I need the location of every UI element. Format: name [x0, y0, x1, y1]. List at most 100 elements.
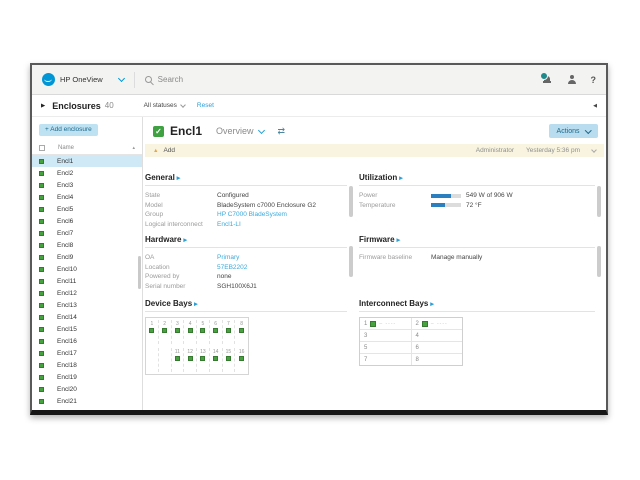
device-bay[interactable]: 8 [235, 320, 248, 344]
right-column-scrollbar[interactable] [597, 246, 601, 277]
device-bay[interactable]: 16 [235, 348, 248, 372]
list-item[interactable]: Encl15 [32, 323, 142, 335]
status-ok-icon [225, 356, 231, 361]
list-item[interactable]: Encl4 [32, 191, 142, 203]
status-ok-icon [213, 328, 219, 333]
list-item[interactable]: Encl12 [32, 287, 142, 299]
interconnect-bay[interactable]: 8 [410, 354, 463, 365]
list-item[interactable]: Encl14 [32, 311, 142, 323]
device-bays-section-title[interactable]: Device Bays ▸ [145, 299, 347, 312]
status-ok-icon [225, 328, 231, 333]
status-ok-icon [39, 158, 44, 164]
general-section-title[interactable]: General ▸ [145, 173, 347, 186]
right-column-scrollbar[interactable] [597, 186, 601, 217]
list-item[interactable]: Encl21 [32, 395, 142, 407]
detail-label: State [145, 192, 161, 199]
expand-panel-icon[interactable]: ▶ [41, 102, 46, 109]
interconnect-bay[interactable]: 4 [410, 330, 463, 341]
device-bay[interactable]: 14 [210, 348, 223, 372]
actions-button[interactable]: Actions [548, 124, 598, 138]
sidebar-scrollbar[interactable] [138, 256, 141, 289]
list-item[interactable]: Encl5 [32, 203, 142, 215]
status-ok-icon [39, 218, 44, 224]
device-bay[interactable] [159, 348, 172, 372]
help-icon[interactable]: ? [590, 74, 597, 85]
section-link-arrow-icon: ▸ [430, 301, 434, 308]
list-item[interactable]: Encl18 [32, 359, 142, 371]
alerts-bell-icon[interactable] [539, 71, 553, 85]
left-column-scrollbar[interactable] [349, 186, 353, 217]
detail-label: Model [145, 201, 163, 209]
activity-toggle-icon[interactable]: ⇄ [277, 125, 286, 136]
list-item[interactable]: Encl13 [32, 299, 142, 311]
search-input[interactable]: Search [157, 75, 184, 84]
detail-link[interactable]: HP C7000 BladeSystem [217, 211, 287, 218]
collapse-right-panel-icon[interactable]: ◀ [593, 102, 597, 109]
user-account-icon[interactable] [567, 75, 577, 84]
add-enclosure-button[interactable]: + Add enclosure [39, 124, 98, 136]
list-header: Name ▴ [32, 141, 142, 155]
bay-number: 5 [201, 321, 205, 327]
list-item[interactable]: Encl20 [32, 383, 142, 395]
status-ok-icon [239, 328, 245, 333]
enclosure-name: Encl4 [57, 193, 74, 201]
device-bay[interactable]: 4 [184, 320, 197, 344]
list-item[interactable]: Encl2 [32, 167, 142, 179]
list-item[interactable]: Encl11 [32, 275, 142, 287]
left-column-scrollbar[interactable] [349, 246, 353, 277]
device-bay[interactable]: 5 [197, 320, 210, 344]
status-filter-dropdown[interactable]: All statuses [144, 101, 186, 109]
device-bay[interactable]: 3 [172, 320, 185, 344]
hardware-section-title[interactable]: Hardware ▸ [145, 235, 347, 248]
detail-link[interactable]: 57EB2202 [217, 263, 248, 271]
list-item[interactable]: Encl10 [32, 263, 142, 275]
status-ok-icon [200, 328, 206, 333]
section-link-arrow-icon: ▸ [399, 175, 403, 182]
device-bay[interactable]: 1 [146, 320, 159, 344]
sort-asc-icon[interactable]: ▴ [132, 144, 135, 151]
status-ok-icon [239, 356, 245, 361]
device-bays-section: Device Bays ▸ 1 2 3 4 5 6 7 8 11 12 13 14 15 16 [145, 299, 347, 375]
list-item[interactable]: Encl19 [32, 371, 142, 383]
reset-filter-link[interactable]: Reset [196, 102, 214, 109]
status-ok-icon [39, 302, 44, 308]
device-bay[interactable]: 6 [210, 320, 223, 344]
list-item[interactable]: Encl7 [32, 227, 142, 239]
device-bay[interactable]: 11 [172, 348, 185, 372]
device-bay[interactable]: 13 [197, 348, 210, 372]
status-ok-icon [39, 206, 44, 212]
device-bay[interactable]: 12 [184, 348, 197, 372]
firmware-section-title[interactable]: Firmware ▸ [359, 235, 595, 248]
enclosure-list: Encl1 Encl2 Encl3 Encl4 Encl5 Encl6 Encl7 Encl8… [32, 155, 142, 407]
list-item[interactable]: Encl17 [32, 347, 142, 359]
interconnect-bay[interactable]: 7 [360, 354, 411, 365]
list-item[interactable]: Encl6 [32, 215, 142, 227]
device-bay[interactable]: 15 [223, 348, 236, 372]
utilization-value: 549 W of 906 W [466, 192, 513, 200]
interconnect-bay[interactable]: 5 [360, 342, 411, 353]
list-item[interactable]: Encl9 [32, 251, 142, 263]
interconnect-bay[interactable]: 6 [410, 342, 463, 353]
detail-value: Configured [217, 192, 249, 199]
interconnect-bays-section-title[interactable]: Interconnect Bays ▸ [359, 299, 595, 312]
activity-time: Yesterday 5:36 pm [526, 147, 580, 154]
main-menu-chevron-down-icon[interactable] [117, 74, 125, 83]
activity-banner[interactable]: ▲ Add Administrator Yesterday 5:36 pm [145, 144, 604, 157]
interconnect-bay[interactable]: 1 – ---- [360, 318, 411, 329]
detail-link[interactable]: Encl1-LI [217, 220, 241, 228]
detail-link[interactable]: Primary [217, 254, 240, 261]
bay-number: 2 [415, 320, 419, 327]
interconnect-bay[interactable]: 3 [360, 330, 411, 341]
name-column-header[interactable]: Name [58, 144, 75, 151]
status-ok-icon [39, 242, 44, 248]
utilization-section-title[interactable]: Utilization ▸ [359, 173, 595, 186]
device-bay[interactable]: 7 [223, 320, 236, 344]
list-item[interactable]: Encl16 [32, 335, 142, 347]
device-bay[interactable] [146, 348, 159, 372]
list-item[interactable]: Encl3 [32, 179, 142, 191]
list-item[interactable]: Encl8 [32, 239, 142, 251]
list-item[interactable]: Encl1 [32, 155, 142, 167]
interconnect-bay[interactable]: 2 – ---- [410, 318, 463, 329]
view-selector-dropdown[interactable]: Overview [216, 126, 265, 136]
device-bay[interactable]: 2 [159, 320, 172, 344]
